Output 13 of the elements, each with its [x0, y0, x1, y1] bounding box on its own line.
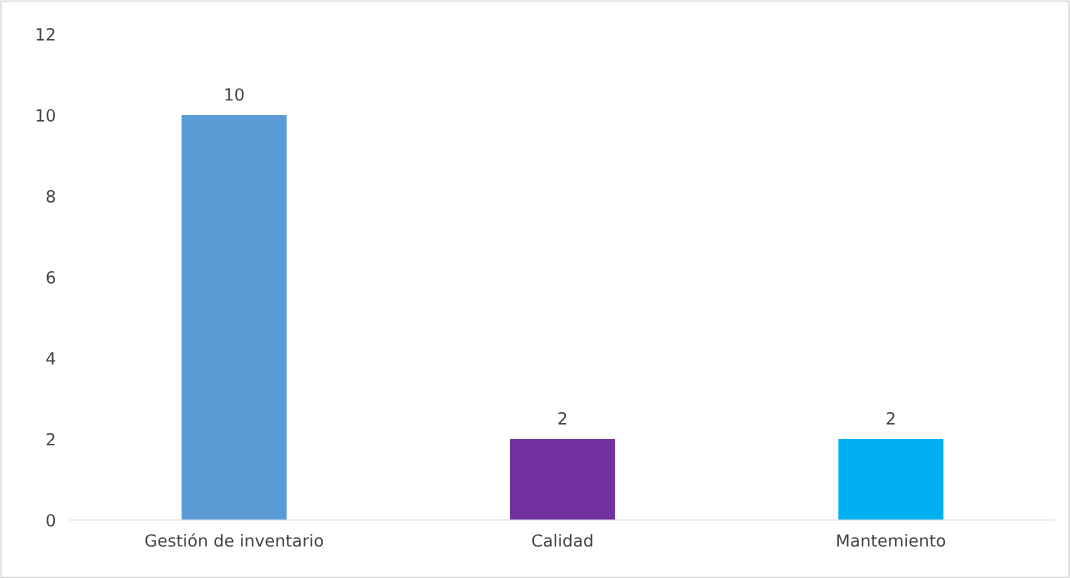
y-tick-label: 6: [46, 271, 56, 284]
x-tick-label: Calidad: [532, 533, 593, 547]
data-label: 2: [558, 412, 567, 425]
x-tick-label: Mantemiento: [837, 533, 946, 547]
y-tick-label: 4: [46, 352, 56, 365]
y-tick-label: 8: [46, 190, 55, 203]
data-label: 10: [225, 88, 244, 101]
y-tick-label: 2: [46, 433, 55, 446]
y-tick-label: 0: [46, 513, 55, 527]
y-tick-label: 10: [36, 109, 55, 122]
x-tick-label: Gestión de inventario: [145, 533, 323, 547]
y-tick-label: 12: [36, 28, 55, 41]
data-label: 2: [886, 412, 895, 425]
